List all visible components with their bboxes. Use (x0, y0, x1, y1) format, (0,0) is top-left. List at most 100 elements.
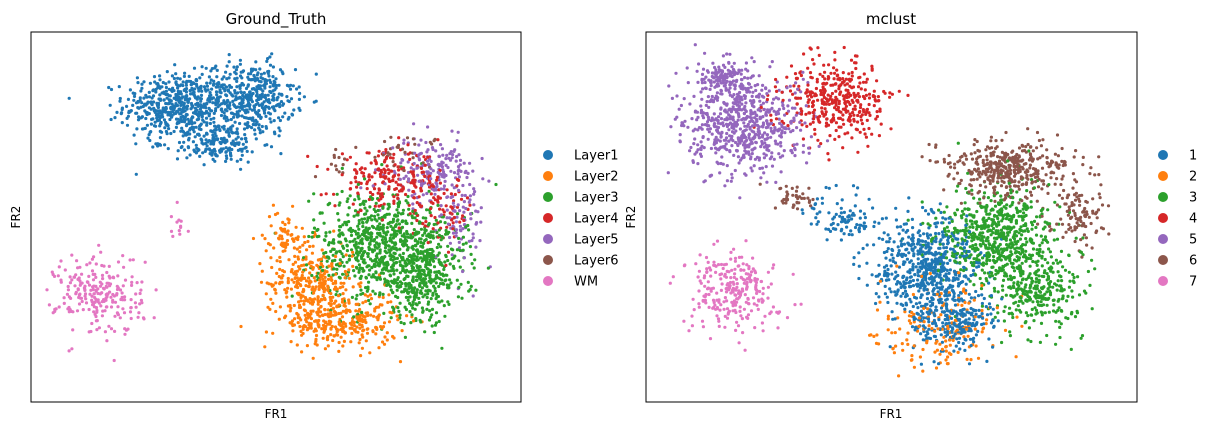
data-point (397, 222, 402, 226)
data-point (921, 205, 925, 210)
data-point (169, 229, 174, 233)
data-point (445, 225, 449, 229)
data-point (273, 132, 277, 136)
data-point (338, 249, 342, 253)
data-point (405, 314, 409, 318)
data-point (295, 247, 299, 251)
data-point (1025, 173, 1029, 177)
data-point (235, 115, 239, 119)
data-point (1055, 203, 1059, 207)
data-point (257, 123, 261, 127)
data-point (411, 137, 415, 141)
chart-title: mclust (866, 10, 916, 28)
data-point (376, 231, 380, 235)
data-point (377, 149, 381, 153)
data-point (1030, 227, 1034, 231)
data-point (442, 304, 446, 308)
data-point (77, 295, 81, 300)
data-point (697, 305, 701, 309)
data-point (244, 140, 248, 144)
data-point (358, 326, 362, 330)
data-point (461, 227, 465, 231)
data-point (187, 74, 191, 78)
data-point (251, 67, 255, 71)
data-point (311, 285, 315, 289)
data-point (305, 344, 309, 348)
data-point (941, 216, 945, 220)
data-point (795, 142, 799, 146)
data-point (277, 236, 281, 240)
data-point (705, 100, 709, 104)
data-point (182, 140, 186, 144)
data-point (356, 302, 360, 306)
data-point (412, 298, 416, 302)
data-point (353, 198, 357, 202)
data-point (229, 126, 233, 130)
data-point (347, 257, 351, 261)
data-point (306, 154, 310, 158)
data-point (213, 66, 217, 70)
data-point (383, 171, 387, 175)
data-point (867, 92, 872, 96)
data-point (938, 342, 942, 346)
data-point (92, 310, 96, 314)
data-point (479, 206, 483, 210)
data-point (312, 291, 316, 295)
data-point (197, 148, 201, 152)
data-point (176, 86, 180, 90)
data-point (223, 102, 227, 106)
data-point (329, 162, 333, 166)
data-point (200, 138, 204, 142)
data-point (179, 112, 183, 116)
data-point (136, 106, 140, 110)
data-point (140, 86, 144, 90)
data-point (99, 304, 103, 308)
data-point (297, 85, 301, 89)
data-point (854, 193, 858, 197)
data-point (820, 106, 824, 110)
data-point (70, 347, 74, 351)
data-point (410, 221, 414, 225)
data-point (385, 338, 389, 342)
data-point (260, 103, 264, 107)
data-point (215, 68, 219, 72)
data-point (97, 326, 101, 330)
data-point (303, 240, 307, 245)
data-point (1041, 250, 1045, 254)
data-point (396, 205, 400, 209)
data-point (153, 80, 157, 84)
data-point (985, 154, 989, 158)
data-point (425, 267, 429, 271)
data-point (285, 95, 289, 99)
data-point (811, 197, 815, 202)
data-point (981, 256, 985, 260)
data-point (372, 239, 376, 243)
data-point (349, 181, 353, 185)
data-point (421, 281, 425, 285)
data-point (357, 270, 361, 274)
data-point (302, 235, 306, 239)
data-point (374, 270, 378, 274)
data-point (415, 201, 419, 205)
data-point (295, 343, 299, 347)
data-point (411, 179, 415, 183)
data-point (272, 98, 276, 102)
data-point (109, 87, 114, 92)
data-point (250, 150, 254, 154)
data-point (750, 56, 754, 60)
data-point (472, 203, 476, 207)
data-point (314, 337, 318, 341)
data-point (100, 314, 104, 318)
data-point (229, 157, 233, 161)
data-point (395, 232, 399, 236)
data-point (426, 289, 430, 293)
data-point (285, 295, 289, 299)
data-point (191, 140, 195, 144)
data-point (433, 137, 437, 141)
data-point (406, 298, 410, 302)
data-point (450, 253, 454, 257)
data-point (278, 260, 282, 264)
data-point (440, 299, 444, 303)
data-point (238, 74, 243, 78)
data-point (380, 268, 384, 272)
